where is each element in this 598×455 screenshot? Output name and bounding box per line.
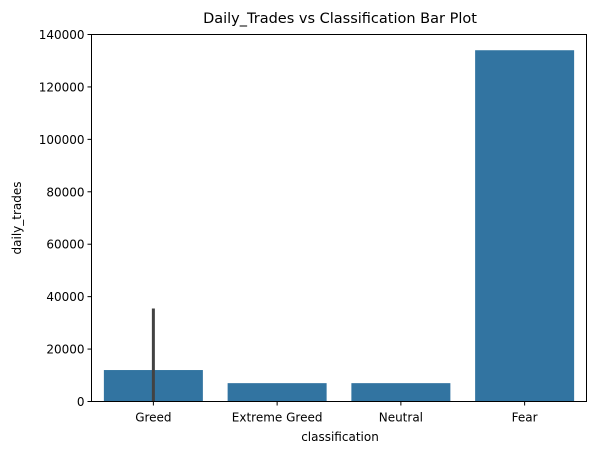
x-tick-label: Neutral xyxy=(379,411,423,425)
y-tick-label: 40000 xyxy=(46,290,84,304)
x-axis: Greed Extreme Greed Neutral Fear xyxy=(135,401,538,425)
plot-frame xyxy=(91,34,587,402)
y-tick-label: 100000 xyxy=(39,133,85,147)
y-tick-label: 60000 xyxy=(46,238,84,252)
x-tick-label: Extreme Greed xyxy=(232,411,323,425)
bar-fear xyxy=(475,50,575,402)
y-axis: 0 20000 40000 60000 80000 100000 120000 140000 xyxy=(39,28,92,409)
chart-title: Daily_Trades vs Classification Bar Plot xyxy=(203,11,477,27)
y-tick-label: 80000 xyxy=(46,185,84,199)
bar-neutral xyxy=(351,383,451,402)
x-tick-label: Fear xyxy=(512,411,538,425)
y-tick-label: 20000 xyxy=(46,343,84,357)
bars-group xyxy=(103,50,575,402)
y-tick-label: 120000 xyxy=(39,80,85,94)
x-axis-label: classification xyxy=(301,430,379,444)
y-tick-label: 140000 xyxy=(39,28,85,42)
y-tick-label: 0 xyxy=(77,395,85,409)
bar-extreme-greed xyxy=(227,383,327,402)
x-tick-label: Greed xyxy=(135,411,171,425)
y-axis-label: daily_trades xyxy=(10,182,24,255)
